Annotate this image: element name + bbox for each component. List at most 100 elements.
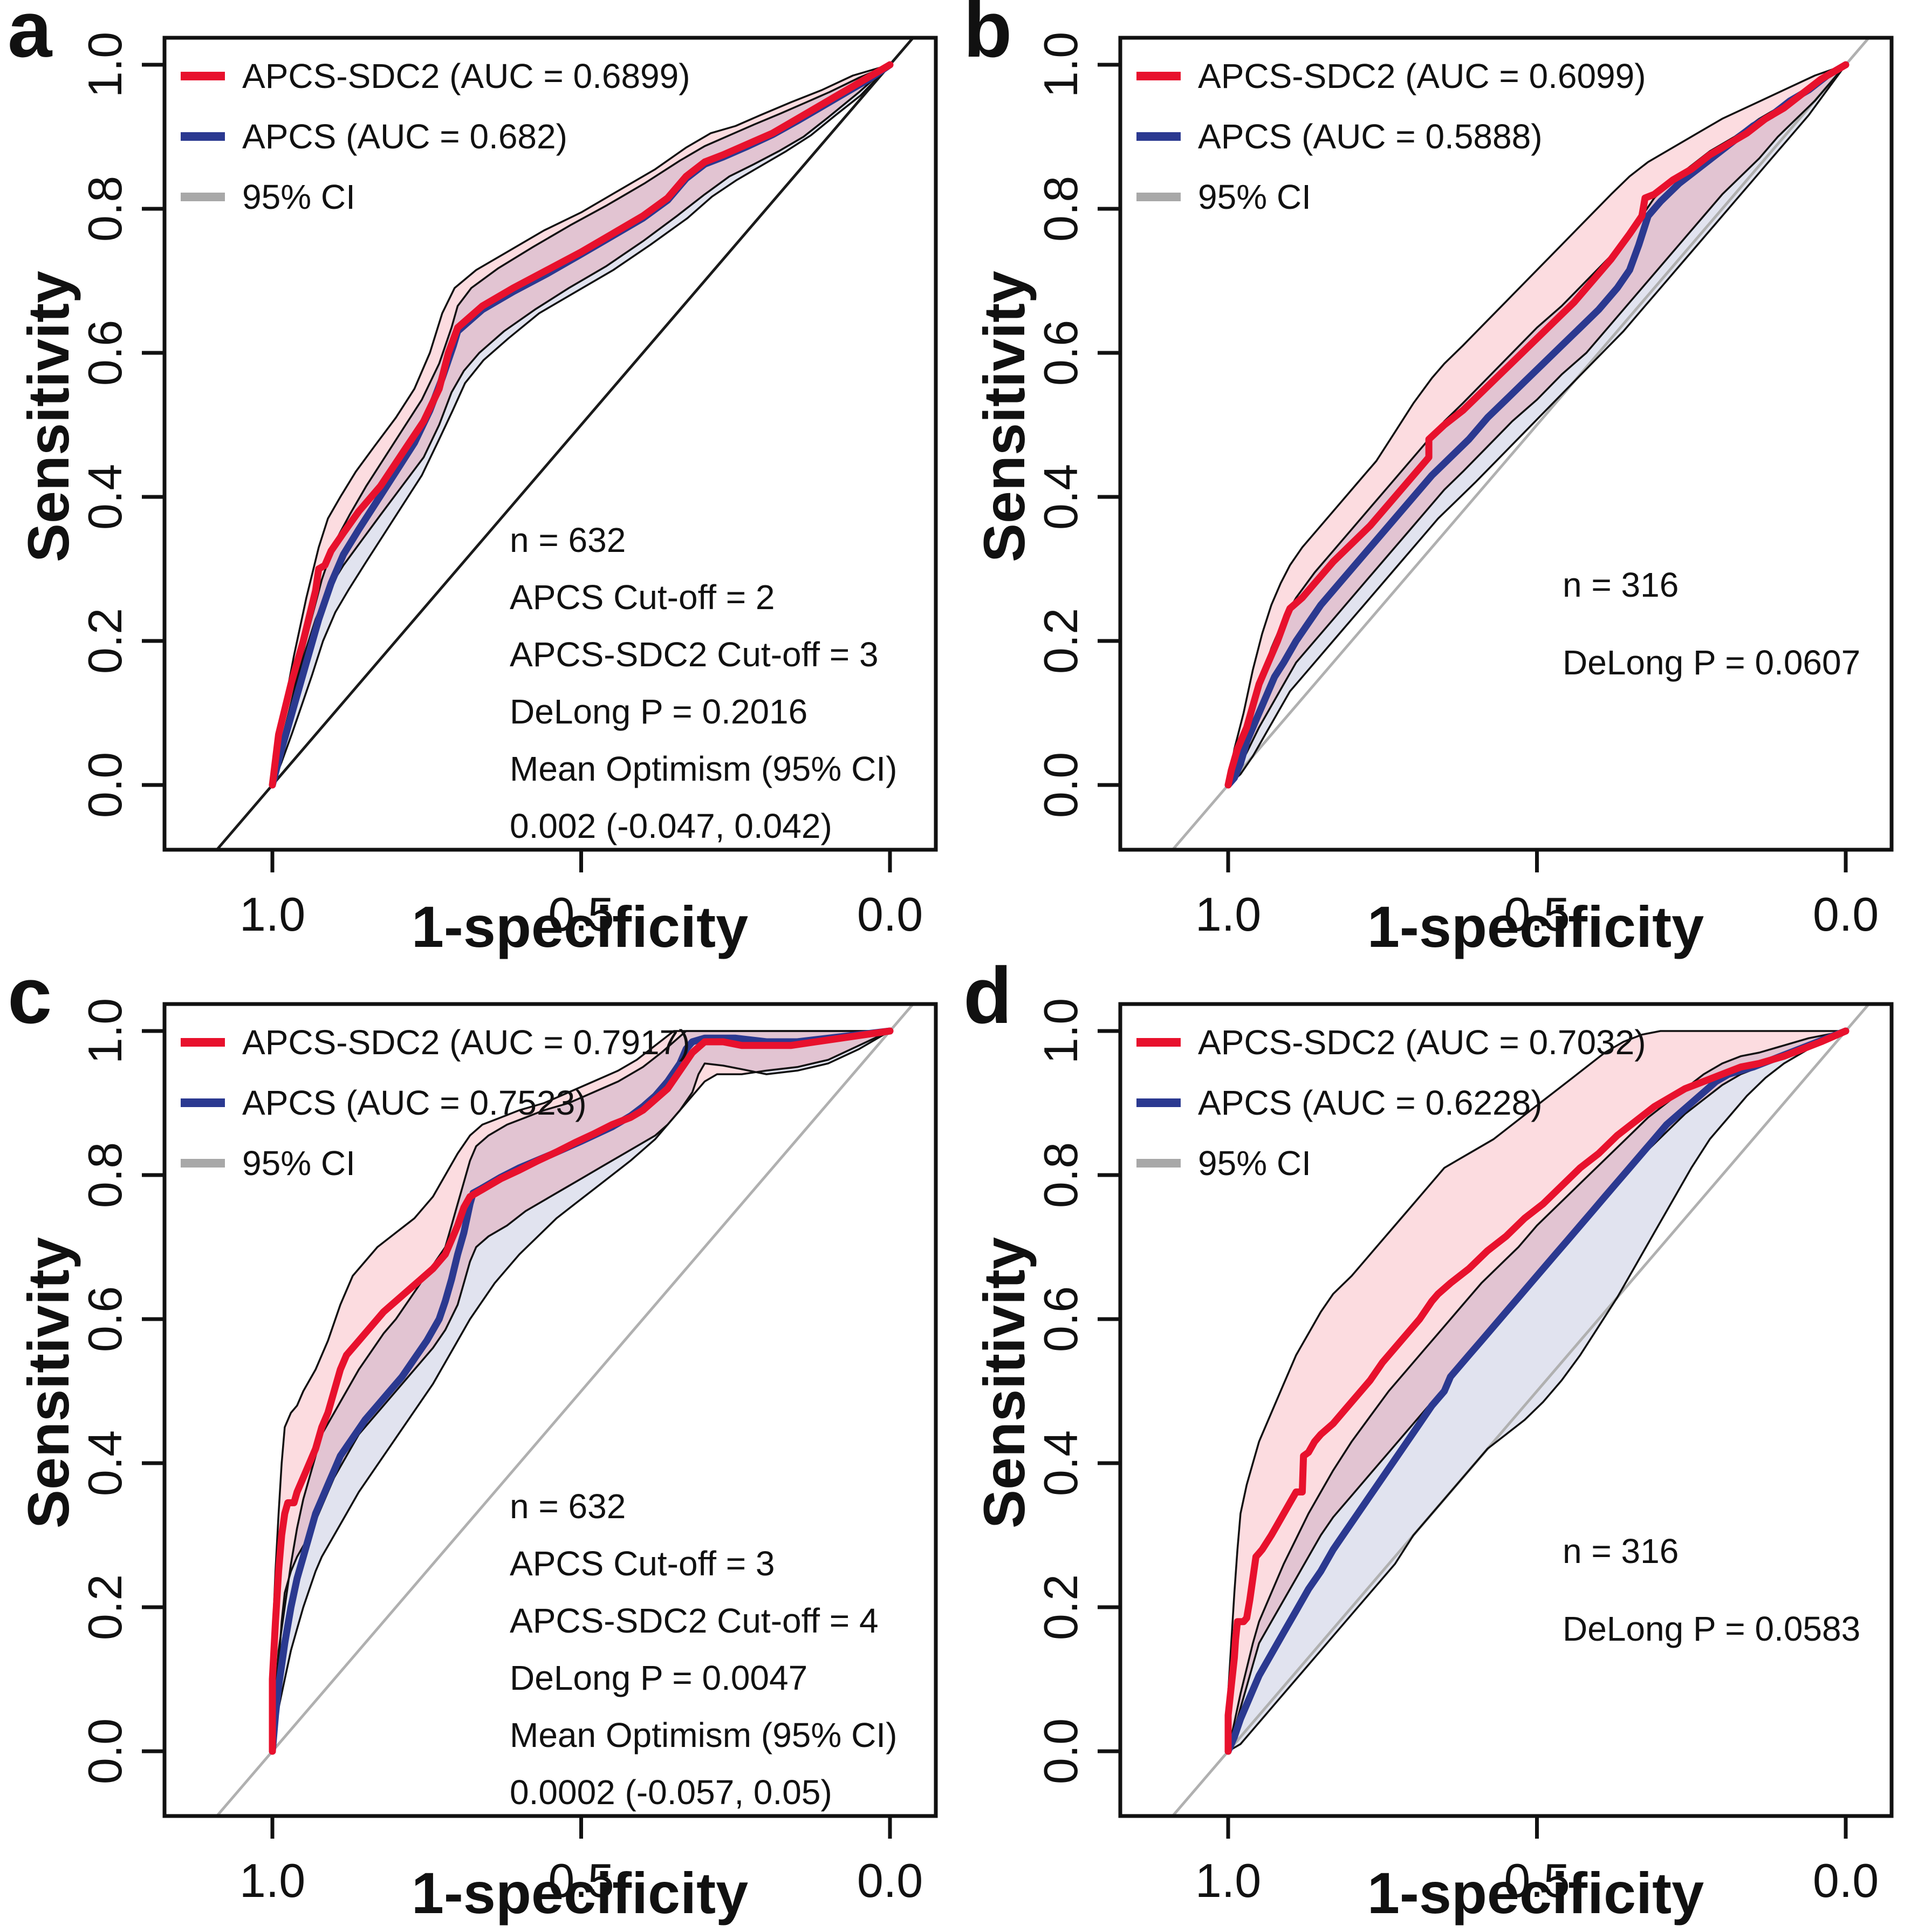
annotation-line: DeLong P = 0.0583 [1563,1609,1861,1648]
annotation-line: n = 316 [1563,565,1679,604]
svg-text:0.5: 0.5 [1504,888,1570,941]
annotation-line: APCS-SDC2 Cut-off = 3 [510,635,879,674]
svg-text:0.8: 0.8 [1034,1142,1087,1208]
y-axis-label: Sensitivity [16,1237,81,1529]
legend-label: APCS (AUC = 0.5888) [1198,117,1543,156]
legend-item-ci: 95% CI [181,1133,690,1193]
svg-text:0.4: 0.4 [1034,464,1087,530]
legend-label: APCS-SDC2 (AUC = 0.6899) [242,57,690,95]
annotation-line: APCS Cut-off = 2 [510,578,775,617]
y-axis-label: Sensitivity [16,270,81,563]
svg-text:0.6: 0.6 [78,320,132,386]
svg-text:0.5: 0.5 [1504,1854,1570,1907]
svg-text:0.4: 0.4 [78,464,132,530]
panel-letter-c: c [8,951,52,1040]
legend-swatch-blue-line [1136,132,1181,141]
legend-label: APCS (AUC = 0.7523) [242,1083,587,1122]
annotation-line: DeLong P = 0.0607 [1563,643,1861,682]
annotation-block: n = 316 DeLong P = 0.0583 [1563,1512,1860,1668]
legend-item-apcs-sdc2: APCS-SDC2 (AUC = 0.7917) [181,1012,690,1073]
annotation-block: n = 632 APCS Cut-off = 3 APCS-SDC2 Cut-o… [510,1478,897,1821]
legend-label: APCS-SDC2 (AUC = 0.7032) [1198,1023,1646,1062]
svg-text:1.0: 1.0 [239,1854,305,1907]
svg-text:0.8: 0.8 [78,176,132,242]
legend-item-ci: 95% CI [181,167,690,227]
legend-label: 95% CI [242,1144,355,1183]
annotation-line: DeLong P = 0.2016 [510,692,808,731]
legend: APCS-SDC2 (AUC = 0.6899) APCS (AUC = 0.6… [181,46,690,227]
legend-swatch-red-line [1136,72,1181,80]
svg-text:0.8: 0.8 [1034,176,1087,242]
svg-text:0.2: 0.2 [78,608,132,674]
annotation-line: APCS Cut-off = 3 [510,1544,775,1583]
x-axis-label: 1-specificity [411,894,749,959]
legend-label: APCS (AUC = 0.6228) [1198,1083,1543,1122]
legend-item-apcs-sdc2: APCS-SDC2 (AUC = 0.6899) [181,46,690,106]
svg-text:0.6: 0.6 [1034,1286,1087,1352]
svg-text:0.4: 0.4 [78,1430,132,1496]
svg-text:1.0: 1.0 [1034,998,1087,1064]
svg-text:0.0: 0.0 [857,1854,923,1907]
svg-text:0.6: 0.6 [1034,320,1087,386]
panel-c: 1.0 0.5 0.0 0.0 0.2 0.4 0.6 0.8 1.0 c Sensitivit… [0,951,955,1932]
legend-item-apcs-sdc2: APCS-SDC2 (AUC = 0.7032) [1136,1012,1646,1073]
annotation-block: n = 632 APCS Cut-off = 2 APCS-SDC2 Cut-o… [510,511,897,855]
legend-item-apcs: APCS (AUC = 0.6228) [1136,1073,1646,1133]
annotation-line: n = 632 [510,1487,626,1526]
legend-item-apcs: APCS (AUC = 0.682) [181,106,690,167]
panel-a: 1.0 0.5 0.0 0.0 0.2 0.4 0.6 0.8 1.0 a Sensitivit… [0,0,955,966]
legend: APCS-SDC2 (AUC = 0.6099) APCS (AUC = 0.5… [1136,46,1646,227]
legend-swatch-gray-line [1136,193,1181,201]
legend: APCS-SDC2 (AUC = 0.7917) APCS (AUC = 0.7… [181,1012,690,1193]
annotation-line: DeLong P = 0.0047 [510,1658,808,1697]
legend-label: APCS-SDC2 (AUC = 0.6099) [1198,57,1646,95]
legend-swatch-gray-line [181,193,225,201]
svg-text:1.0: 1.0 [1195,888,1261,941]
panel-b: 1.0 0.5 0.0 0.0 0.2 0.4 0.6 0.8 1.0 b Sensitivit… [956,0,1911,966]
svg-text:0.0: 0.0 [1034,1718,1087,1784]
svg-text:1.0: 1.0 [239,888,305,941]
annotation-block: n = 316 DeLong P = 0.0607 [1563,546,1860,701]
legend-swatch-gray-line [1136,1159,1181,1168]
annotation-line: Mean Optimism (95% CI) [510,1716,898,1754]
y-axis-label: Sensitivity [971,1237,1037,1529]
svg-text:0.6: 0.6 [78,1286,132,1352]
svg-text:0.5: 0.5 [548,888,614,941]
legend-item-ci: 95% CI [1136,1133,1646,1193]
svg-text:0.8: 0.8 [78,1142,132,1208]
roc-plot-a: 1.0 0.5 0.0 0.0 0.2 0.4 0.6 0.8 1.0 [78,32,938,941]
svg-text:0.0: 0.0 [1034,752,1087,818]
svg-text:0.5: 0.5 [548,1854,614,1907]
legend-swatch-red-line [181,72,225,80]
svg-text:1.0: 1.0 [78,998,132,1064]
svg-text:0.0: 0.0 [1813,888,1879,941]
x-axis-label: 1-specificity [411,1860,749,1926]
roc-plot-c: 1.0 0.5 0.0 0.0 0.2 0.4 0.6 0.8 1.0 [78,998,938,1907]
panel-letter-d: d [963,951,1012,1040]
roc-plot-b: 1.0 0.5 0.0 0.0 0.2 0.4 0.6 0.8 1.0 [1034,32,1894,941]
legend-item-apcs: APCS (AUC = 0.5888) [1136,106,1646,167]
svg-text:0.0: 0.0 [78,752,132,818]
legend-label: 95% CI [1198,178,1311,216]
svg-text:0.2: 0.2 [78,1574,132,1640]
annotation-line: n = 632 [510,521,626,559]
annotation-line: n = 316 [1563,1532,1679,1571]
annotation-line: 0.0002 (-0.057, 0.05) [510,1773,832,1812]
legend-item-apcs-sdc2: APCS-SDC2 (AUC = 0.6099) [1136,46,1646,106]
annotation-line: 0.002 (-0.047, 0.042) [510,807,832,845]
legend-label: APCS (AUC = 0.682) [242,117,567,156]
legend: APCS-SDC2 (AUC = 0.7032) APCS (AUC = 0.6… [1136,1012,1646,1193]
legend-label: 95% CI [242,178,355,216]
svg-text:0.2: 0.2 [1034,1574,1087,1640]
legend-swatch-red-line [181,1038,225,1047]
svg-text:0.4: 0.4 [1034,1430,1087,1496]
x-axis-label: 1-specificity [1367,894,1704,959]
legend-item-ci: 95% CI [1136,167,1646,227]
legend-swatch-red-line [1136,1038,1181,1047]
svg-text:0.0: 0.0 [1813,1854,1879,1907]
legend-swatch-blue-line [1136,1098,1181,1107]
y-axis-label: Sensitivity [971,270,1037,563]
x-axis-label: 1-specificity [1367,1860,1704,1926]
annotation-line: Mean Optimism (95% CI) [510,749,898,788]
